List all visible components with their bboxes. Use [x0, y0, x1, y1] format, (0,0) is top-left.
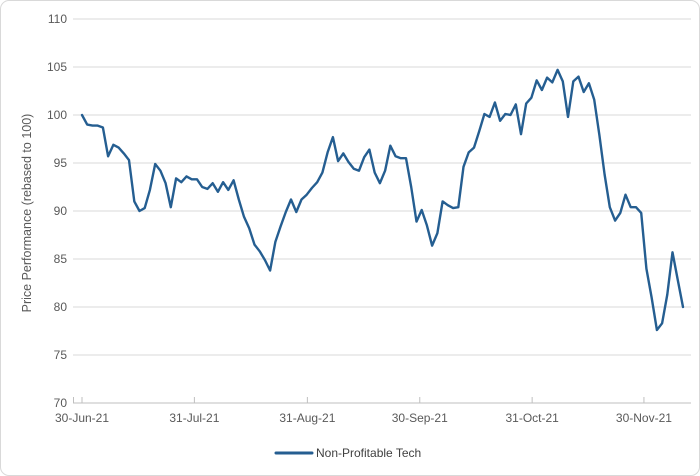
y-tick-label: 70: [54, 396, 68, 410]
legend-label: Non-Profitable Tech: [316, 446, 421, 460]
plot-area: 70 75 80 85 90 95 100 105 110 30-Jun-21 31-Jul-21 3…: [47, 12, 691, 425]
y-tick-label: 95: [54, 156, 68, 170]
x-tick-label: 30-Sep-21: [392, 411, 448, 425]
y-tick-label: 80: [54, 300, 68, 314]
y-tick-label: 90: [54, 204, 68, 218]
legend: Non-Profitable Tech: [274, 446, 421, 460]
series-line-non-profitable-tech: [80, 68, 685, 332]
y-tick-label: 100: [47, 108, 67, 122]
x-tick-label: 31-Jul-21: [169, 411, 219, 425]
y-tick-label: 75: [54, 348, 68, 362]
y-axis-title: Price Performance (rebased to 100): [20, 114, 34, 313]
y-tick-label: 110: [48, 12, 67, 26]
x-tick-label: 31-Aug-21: [279, 411, 335, 425]
x-tick-label: 30-Nov-21: [616, 411, 672, 425]
y-tick-label: 85: [54, 252, 68, 266]
x-tick-label: 31-Oct-21: [505, 411, 559, 425]
x-tick-label: 30-Jun-21: [55, 411, 109, 425]
y-tick-label: 105: [47, 60, 67, 74]
